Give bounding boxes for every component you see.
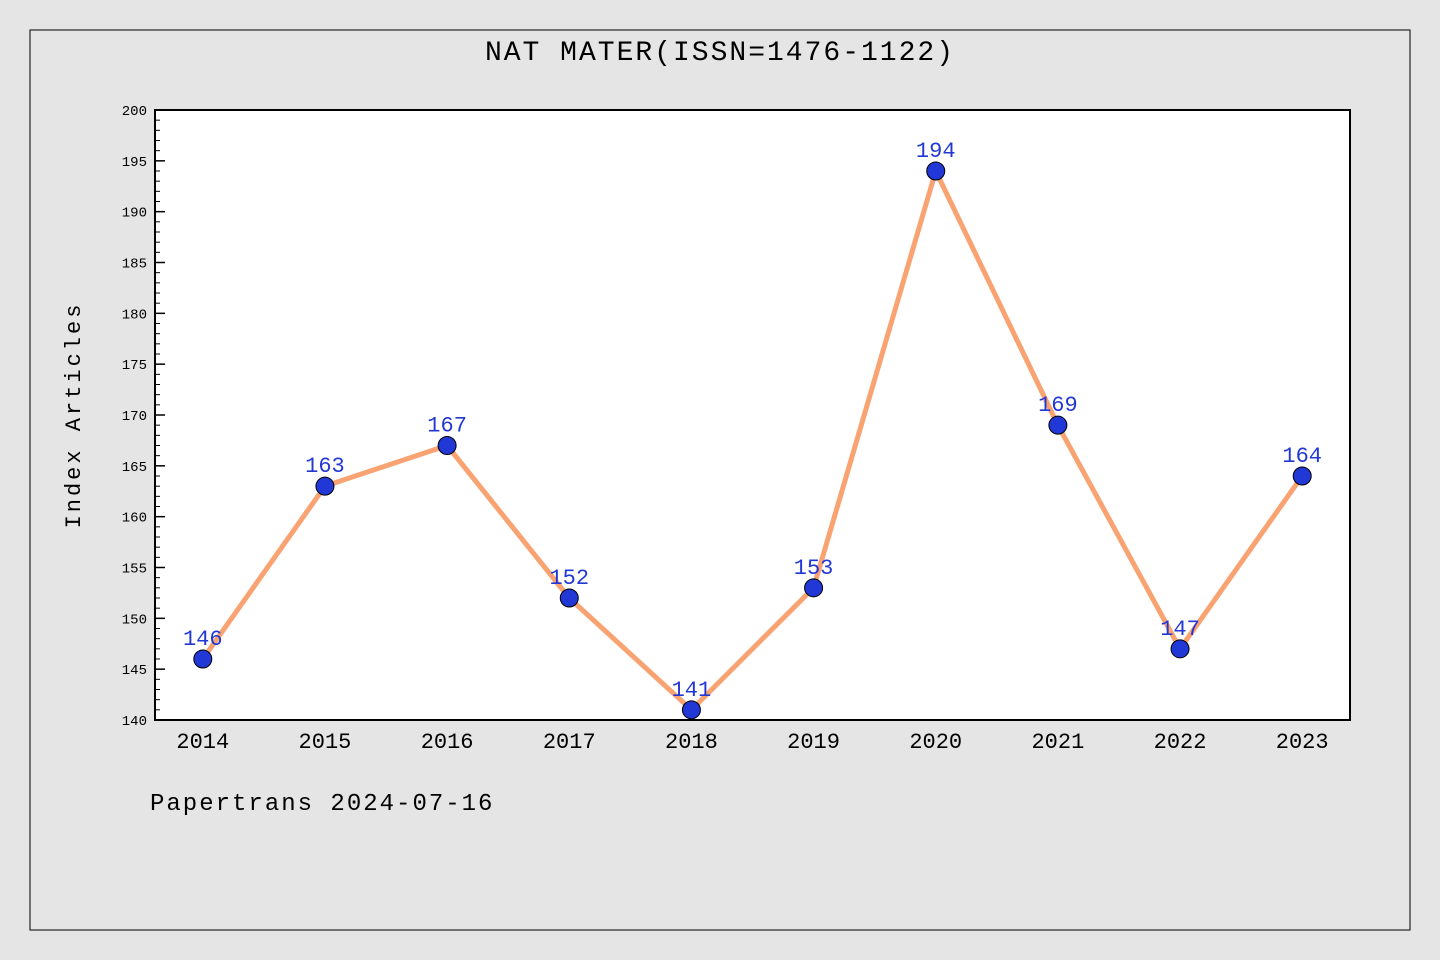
y-tick-label: 165 <box>122 460 147 476</box>
y-tick-label: 190 <box>122 206 147 222</box>
data-marker <box>194 650 212 668</box>
y-tick-label: 185 <box>122 257 147 273</box>
y-tick-label: 195 <box>122 155 147 171</box>
data-label: 147 <box>1160 617 1200 642</box>
x-tick-label: 2015 <box>299 730 352 755</box>
data-label: 167 <box>427 414 467 439</box>
data-marker <box>1171 640 1189 658</box>
x-tick-label: 2018 <box>665 730 718 755</box>
x-tick-label: 2016 <box>421 730 474 755</box>
data-marker <box>1293 467 1311 485</box>
y-tick-label: 140 <box>122 714 147 730</box>
data-marker <box>1049 416 1067 434</box>
chart-container: NAT MATER(ISSN=1476-1122) 140 145 150 155 160… <box>0 0 1440 960</box>
data-marker <box>805 579 823 597</box>
x-tick-label: 2017 <box>543 730 596 755</box>
data-label: 164 <box>1282 444 1322 469</box>
x-tick-label: 2020 <box>909 730 962 755</box>
x-tick-label: 2019 <box>787 730 840 755</box>
x-tick-label: 2014 <box>176 730 229 755</box>
y-tick-label: 160 <box>122 511 147 527</box>
y-tick-label: 145 <box>122 663 147 679</box>
y-tick-label: 155 <box>122 562 147 578</box>
y-tick-label: 180 <box>122 307 147 323</box>
y-axis-label: Index Articles <box>62 302 87 529</box>
data-label: 141 <box>672 678 712 703</box>
y-tick-label: 175 <box>122 358 147 374</box>
chart-title: NAT MATER(ISSN=1476-1122) <box>485 38 955 69</box>
x-tick-label: 2023 <box>1276 730 1329 755</box>
data-marker <box>682 701 700 719</box>
data-marker <box>316 477 334 495</box>
footer-text: Papertrans 2024-07-16 <box>150 791 494 818</box>
y-tick-label: 170 <box>122 409 147 425</box>
data-label: 194 <box>916 139 956 164</box>
data-label: 153 <box>794 556 834 581</box>
data-marker <box>927 162 945 180</box>
y-tick-label: 200 <box>122 104 147 120</box>
data-label: 146 <box>183 627 223 652</box>
data-label: 169 <box>1038 393 1078 418</box>
data-marker <box>438 437 456 455</box>
chart-svg: NAT MATER(ISSN=1476-1122) 140 145 150 155 160… <box>0 0 1440 960</box>
data-label: 152 <box>549 566 589 591</box>
x-tick-label: 2022 <box>1154 730 1207 755</box>
data-label: 163 <box>305 454 345 479</box>
data-marker <box>560 589 578 607</box>
x-tick-label: 2021 <box>1031 730 1084 755</box>
y-tick-label: 150 <box>122 612 147 628</box>
